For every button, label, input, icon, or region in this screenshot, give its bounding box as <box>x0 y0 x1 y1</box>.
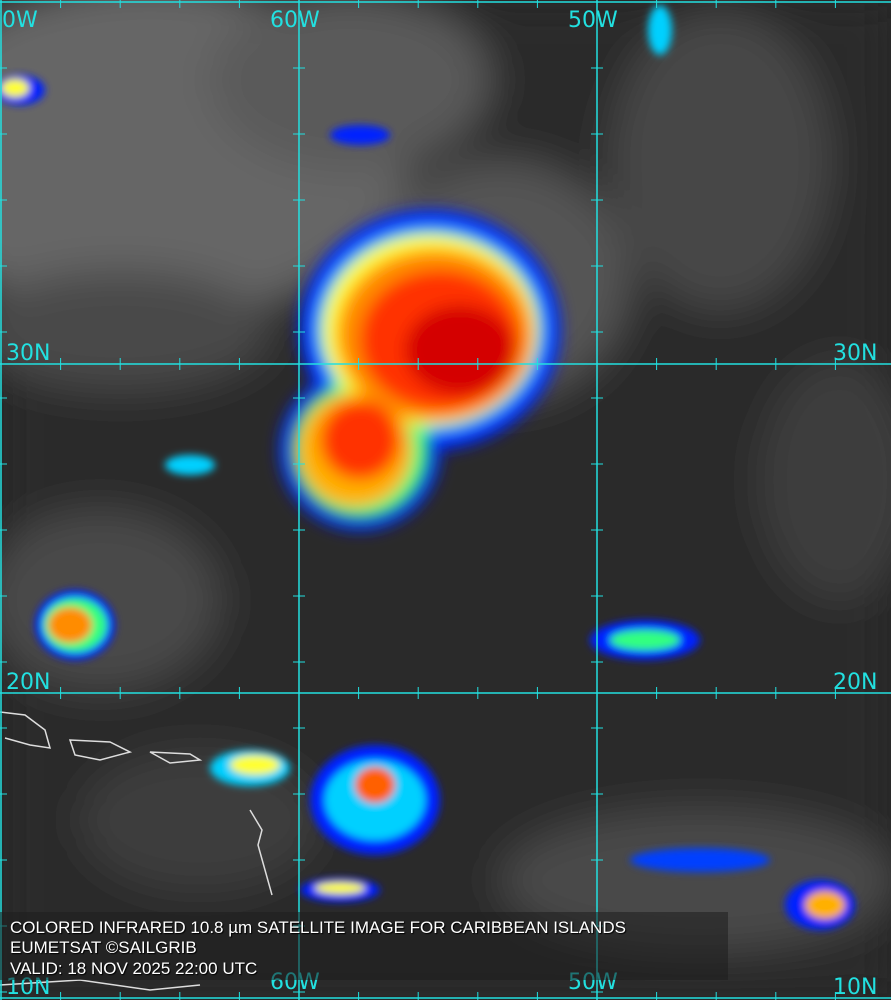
lon-label-60w: 60W <box>270 8 320 33</box>
lat-label-10n-left: 10N <box>6 975 51 1000</box>
lat-label-30n-right: 30N <box>833 341 878 366</box>
caption-valid-time: VALID: 18 NOV 2025 22:00 UTC <box>10 959 258 978</box>
lat-label-20n-left: 20N <box>6 670 51 695</box>
lon-label-70w: 70W <box>0 8 38 33</box>
lon-label-50w: 50W <box>568 8 618 33</box>
coastlines <box>0 711 273 991</box>
lat-label-20n-right: 20N <box>833 670 878 695</box>
caption-background <box>0 912 728 980</box>
caption-source: EUMETSAT ©SAILGRIB <box>10 938 197 957</box>
lat-label-10n-right: 10N <box>833 975 878 1000</box>
storm-system <box>280 210 560 530</box>
caption-title: COLORED INFRARED 10.8 µm SATELLITE IMAGE… <box>10 918 626 937</box>
lat-label-30n-left: 30N <box>6 341 51 366</box>
convective-cells <box>0 5 855 930</box>
